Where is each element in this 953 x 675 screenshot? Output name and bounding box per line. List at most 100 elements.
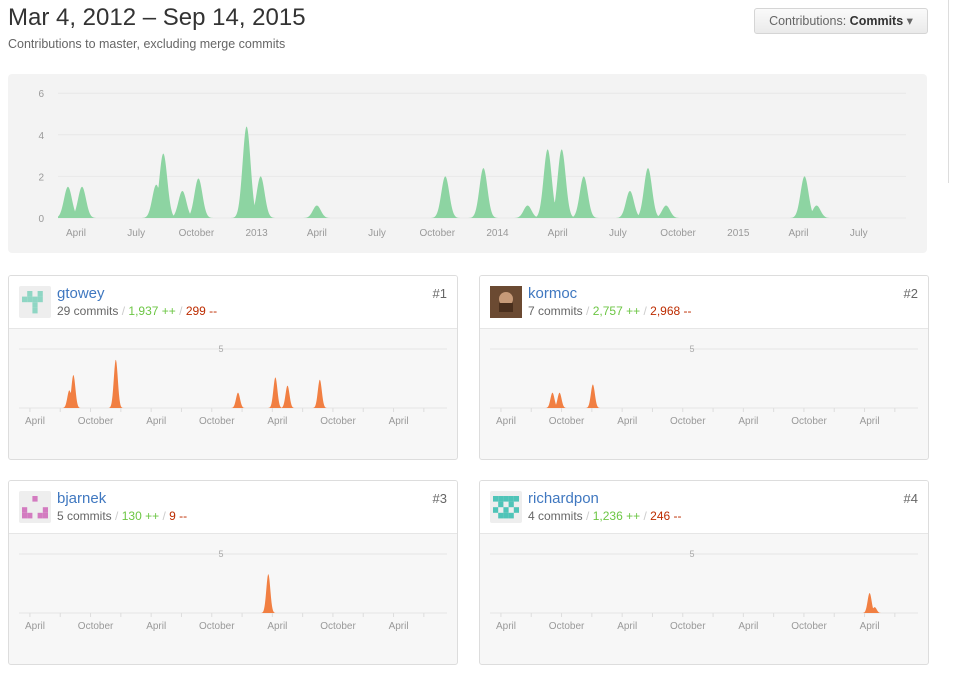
x-tick-label: October: [791, 621, 827, 632]
x-tick-label: April: [496, 416, 516, 427]
x-tick-label: July: [609, 228, 627, 239]
contributor-header: richardpon 4 commits / 1,236 ++ / 246 --…: [480, 481, 928, 534]
dropdown-value: Commits: [849, 14, 904, 28]
x-tick-label: October: [78, 621, 114, 632]
y-tick-label: 2: [38, 172, 44, 183]
contributions-type-dropdown[interactable]: Contributions: Commits ▾: [754, 8, 928, 34]
contributor-header: bjarnek 5 commits / 130 ++ / 9 -- #3: [9, 481, 457, 534]
x-tick-label: October: [179, 228, 215, 239]
x-tick-label: October: [199, 416, 235, 427]
contributor-name[interactable]: kormoc: [528, 285, 578, 302]
y-tick-label: 4: [38, 131, 44, 142]
y-mark-label: 5: [689, 549, 694, 559]
page-title: Mar 4, 2012 – Sep 14, 2015: [8, 4, 306, 31]
commit-count: 4 commits: [528, 509, 583, 523]
contributor-rank: #3: [432, 491, 447, 506]
avatar[interactable]: [19, 286, 51, 318]
avatar-identicon: [493, 496, 519, 519]
x-tick-label: April: [146, 416, 166, 427]
contributor-card: richardpon 4 commits / 1,236 ++ / 246 --…: [479, 480, 929, 665]
x-tick-label: July: [850, 228, 868, 239]
contributor-chart[interactable]: 5 April October April October April October Apr…: [480, 534, 928, 664]
x-tick-label: April: [66, 228, 86, 239]
deletions: 2,968 --: [650, 304, 692, 318]
x-tick-label: April: [617, 621, 637, 632]
contributor-name[interactable]: gtowey: [57, 285, 105, 302]
x-tick-label: October: [660, 228, 696, 239]
x-tick-label: 2014: [486, 228, 509, 239]
contributor-card: kormoc 7 commits / 2,757 ++ / 2,968 -- #…: [479, 275, 929, 460]
contributor-chart[interactable]: 5 April October April October April October Apr…: [9, 329, 457, 459]
x-tick-label: October: [320, 621, 356, 632]
y-mark-label: 5: [689, 344, 694, 354]
x-tick-label: April: [389, 416, 409, 427]
contributor-name[interactable]: richardpon: [528, 490, 599, 507]
contributor-area: [490, 592, 918, 613]
x-tick-label: October: [670, 621, 706, 632]
x-tick-label: April: [738, 416, 758, 427]
contributor-chart[interactable]: 5 April October April October April October Apr…: [9, 534, 457, 664]
x-tick-label: October: [199, 621, 235, 632]
contributor-card: bjarnek 5 commits / 130 ++ / 9 -- #3 5 Ap…: [8, 480, 458, 665]
contributor-header: kormoc 7 commits / 2,757 ++ / 2,968 -- #…: [480, 276, 928, 329]
additions: 1,937 ++: [128, 304, 176, 318]
deletions: 246 --: [650, 509, 682, 523]
commits-chart-svg: 0 2 4 6 April July October 2013 April July October…: [38, 89, 906, 239]
contributor-stats: 7 commits / 2,757 ++ / 2,968 --: [528, 304, 692, 318]
additions: 2,757 ++: [592, 304, 641, 318]
x-tick-label: April: [267, 621, 287, 632]
x-tick-label: April: [738, 621, 758, 632]
contributor-area: [19, 359, 447, 408]
commit-count: 7 commits: [528, 304, 583, 318]
x-tick-label: October: [320, 416, 356, 427]
deletions: 299 --: [185, 304, 218, 318]
contributor-area: [19, 574, 447, 613]
y-mark-label: 5: [218, 549, 223, 559]
commits-chart[interactable]: 0 2 4 6 April July October 2013 April July October…: [8, 74, 927, 253]
commit-count: 5 commits: [57, 509, 112, 523]
contributor-rank: #2: [903, 286, 918, 301]
x-tick-label: October: [419, 228, 455, 239]
commits-area: [58, 126, 906, 218]
y-mark-label: 5: [218, 344, 223, 354]
y-tick-label: 0: [38, 214, 44, 225]
y-tick-label: 6: [38, 89, 44, 100]
x-tick-label: October: [549, 621, 585, 632]
contributor-stats: 29 commits / 1,937 ++ / 299 --: [57, 304, 218, 318]
x-tick-label: April: [496, 621, 516, 632]
avatar[interactable]: [490, 286, 522, 318]
x-tick-label: July: [368, 228, 386, 239]
x-tick-label: April: [389, 621, 409, 632]
x-tick-label: October: [791, 416, 827, 427]
avatar[interactable]: [19, 491, 51, 523]
x-tick-label: April: [789, 228, 809, 239]
avatar[interactable]: [490, 491, 522, 523]
additions: 1,236 ++: [592, 509, 641, 523]
x-tick-label: April: [548, 228, 568, 239]
x-tick-label: October: [78, 416, 114, 427]
x-tick-label: April: [25, 416, 45, 427]
avatar-identicon: [490, 286, 522, 318]
contributor-card: gtowey 29 commits / 1,937 ++ / 299 -- #1…: [8, 275, 458, 460]
contributor-area: [490, 384, 918, 408]
commit-count: 29 commits: [57, 304, 119, 318]
deletions: 9 --: [169, 509, 188, 523]
x-tick-label: April: [25, 621, 45, 632]
additions: 130 ++: [121, 509, 160, 523]
x-tick-label: April: [307, 228, 327, 239]
x-tick-label: April: [617, 416, 637, 427]
avatar-identicon: [22, 496, 48, 519]
contributor-rank: #4: [903, 491, 918, 506]
dropdown-prefix: Contributions:: [769, 14, 847, 28]
x-tick-label: April: [860, 621, 880, 632]
contributor-stats: 5 commits / 130 ++ / 9 --: [57, 509, 188, 523]
scrollbar[interactable]: [948, 0, 953, 183]
caret-down-icon: ▾: [906, 14, 913, 28]
x-tick-label: July: [127, 228, 145, 239]
x-tick-label: April: [860, 416, 880, 427]
x-tick-label: April: [267, 416, 287, 427]
contributor-chart[interactable]: 5 April October April October April October Apr…: [480, 329, 928, 459]
page-subtitle: Contributions to master, excluding merge…: [8, 37, 286, 51]
contributor-stats: 4 commits / 1,236 ++ / 246 --: [528, 509, 682, 523]
contributor-name[interactable]: bjarnek: [57, 490, 107, 507]
